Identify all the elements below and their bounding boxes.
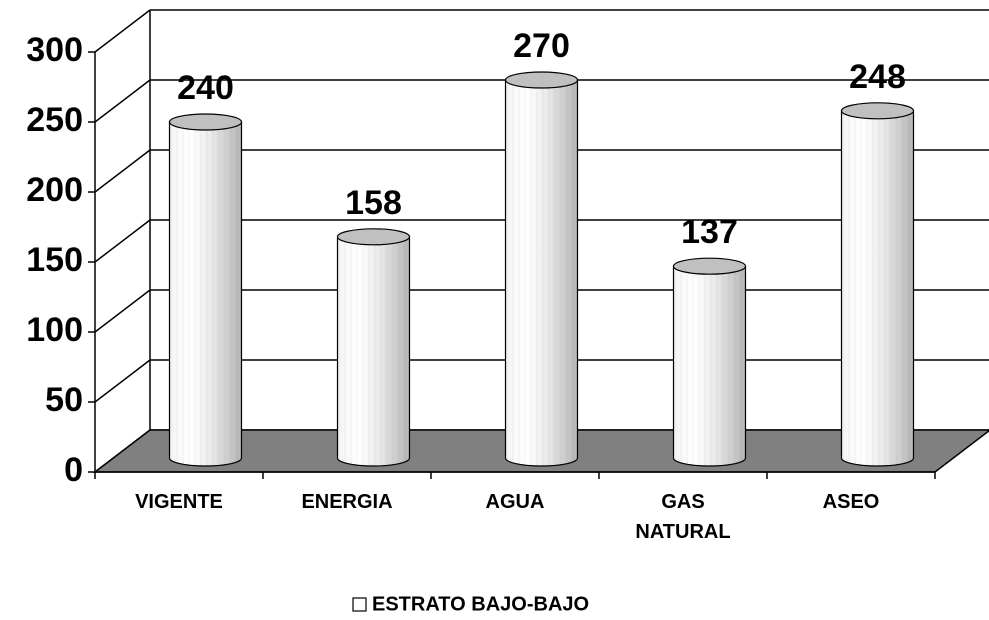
y-tick-label: 200: [26, 171, 83, 209]
y-tick-label: 300: [26, 31, 83, 69]
cylinder-top: [672, 257, 747, 275]
y-tick-label: 0: [64, 451, 83, 489]
data-label: 248: [849, 58, 906, 96]
y-tick-label: 50: [45, 381, 83, 419]
grid-line: [94, 219, 151, 263]
legend-swatch: [352, 597, 367, 612]
grid-line: [94, 79, 151, 123]
cylinder-stripes: [169, 122, 242, 466]
cylinder-stripes: [505, 80, 578, 466]
grid-line: [94, 9, 151, 53]
data-label: 158: [345, 184, 402, 222]
legend-label: ESTRATO BAJO-BAJO: [372, 593, 589, 615]
cylinder-stripes: [337, 236, 410, 466]
cylinder-top: [336, 228, 411, 246]
y-tick-label: 100: [26, 311, 83, 349]
data-label: 137: [681, 213, 738, 251]
grid-line: [94, 149, 151, 193]
x-tick-label: GAS NATURAL: [635, 491, 731, 543]
y-tick-label: 150: [26, 241, 83, 279]
y-tick-label: 250: [26, 101, 83, 139]
data-label: 270: [513, 27, 570, 65]
cylinder-top: [840, 102, 915, 120]
x-tick-label: AGUA: [485, 491, 545, 513]
grid-line: [94, 359, 151, 403]
x-tick-label: ASEO: [822, 491, 880, 513]
cylinder-top: [504, 71, 579, 89]
cylinder-stripes: [841, 110, 914, 467]
cylinder-stripes: [673, 266, 746, 466]
cylinder-top: [168, 113, 243, 131]
x-tick-label: VIGENTE: [135, 491, 223, 513]
x-tick-label: ENERGIA: [301, 491, 393, 513]
grid-line: [94, 289, 151, 333]
data-label: 240: [177, 69, 234, 107]
